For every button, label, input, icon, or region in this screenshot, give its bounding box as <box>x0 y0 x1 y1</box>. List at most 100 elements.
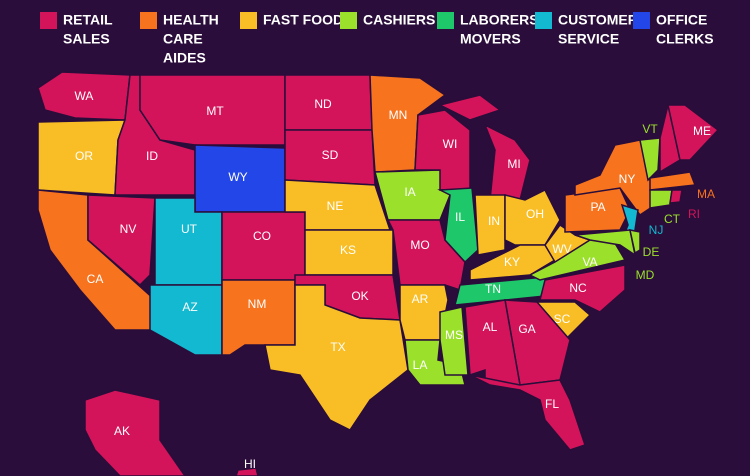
state: WY <box>194 144 286 213</box>
state: NE <box>284 179 392 231</box>
state-shape <box>235 467 259 476</box>
state-label: SC <box>554 312 571 326</box>
state-shape <box>469 374 586 451</box>
legend-swatch <box>535 12 552 29</box>
state-label: VA <box>582 255 597 269</box>
state: SD <box>284 129 376 186</box>
legend-label: FAST FOOD <box>263 12 343 28</box>
state-label: VT <box>642 122 658 136</box>
state-shape <box>574 229 637 257</box>
state-label: AL <box>483 320 498 334</box>
state-label: NV <box>120 222 137 236</box>
state-label: MO <box>410 238 429 252</box>
state: CO <box>221 211 306 281</box>
state-shape <box>649 189 673 209</box>
state: FL <box>469 374 586 451</box>
state-label: ND <box>314 97 332 111</box>
state-label: IA <box>404 185 415 199</box>
state-label: ID <box>146 149 158 163</box>
state-label: MI <box>507 157 520 171</box>
state-shape <box>504 188 561 246</box>
state-label: GA <box>518 322 535 336</box>
state-label: AK <box>114 424 130 438</box>
state: CT <box>649 189 681 226</box>
legend-label: CARE <box>163 31 203 47</box>
state-label: NY <box>619 172 636 186</box>
legend-label: SERVICE <box>558 31 619 47</box>
state: AR <box>399 284 449 341</box>
state-label: MD <box>636 268 655 282</box>
state-label: MA <box>697 187 715 201</box>
state-shape <box>439 306 469 376</box>
state: NM <box>221 279 296 356</box>
legend-swatch <box>40 12 57 29</box>
legend-swatch <box>633 12 650 29</box>
legend-label: AIDES <box>163 50 206 66</box>
state-label: OK <box>351 289 368 303</box>
state-shape <box>264 284 409 431</box>
state: MA <box>649 171 715 201</box>
state-shape <box>149 284 223 356</box>
legend-label: MOVERS <box>460 31 521 47</box>
state: NY <box>574 139 656 217</box>
state: AK <box>84 389 186 476</box>
state-label: KY <box>504 255 520 269</box>
state: VT <box>639 122 661 182</box>
state: IN <box>474 194 506 256</box>
state-label: MN <box>389 108 408 122</box>
state: MO <box>386 219 466 291</box>
legend-swatch <box>240 12 257 29</box>
state-label: OR <box>75 149 93 163</box>
state: IL <box>437 187 479 264</box>
state-label: UT <box>181 222 198 236</box>
state-label: NE <box>327 199 344 213</box>
state: KS <box>304 229 394 276</box>
state-shape <box>437 94 502 121</box>
state-shape <box>221 211 306 281</box>
state-label: DE <box>643 245 660 259</box>
state: TX <box>264 284 409 431</box>
state: IA <box>374 169 451 221</box>
state-label: WY <box>228 170 247 184</box>
state: GA <box>504 299 571 386</box>
state: WI <box>414 109 471 191</box>
state-shape <box>667 104 720 161</box>
state-shape <box>221 279 296 356</box>
legend-swatch <box>437 12 454 29</box>
state-label: ME <box>693 124 711 138</box>
state-label: FL <box>545 397 559 411</box>
state-shape <box>84 389 186 476</box>
state: PA <box>564 187 631 233</box>
state: ND <box>284 74 373 131</box>
state-shape <box>437 187 479 264</box>
state-label: IL <box>455 210 465 224</box>
state: NC <box>539 264 626 313</box>
state-label: LA <box>413 358 428 372</box>
legend-label: CASHIERS <box>363 12 435 28</box>
state-label: TN <box>485 282 501 296</box>
legend-label: RETAIL <box>63 12 113 28</box>
state-shape <box>649 171 697 191</box>
state-label: CT <box>664 212 681 226</box>
state-label: AR <box>412 292 429 306</box>
state-label: SD <box>322 148 339 162</box>
state-shape <box>639 137 661 182</box>
legend-label: OFFICE <box>656 12 707 28</box>
state-label: NC <box>569 281 587 295</box>
state: HI <box>235 457 259 476</box>
state-shape <box>669 189 683 204</box>
state-shape <box>629 229 641 255</box>
state: OH <box>504 188 561 246</box>
legend-label: LABORERS/ <box>460 12 543 28</box>
state: MD <box>574 229 655 282</box>
state-label: WA <box>75 89 94 103</box>
legend-label: CLERKS <box>656 31 714 47</box>
state-label: NM <box>248 297 267 311</box>
state-label: AZ <box>182 300 197 314</box>
legend-label: HEALTH <box>163 12 219 28</box>
state-label: PA <box>590 200 605 214</box>
state: NV <box>87 194 156 287</box>
state: MT <box>139 74 286 146</box>
state-label: CA <box>87 272 104 286</box>
